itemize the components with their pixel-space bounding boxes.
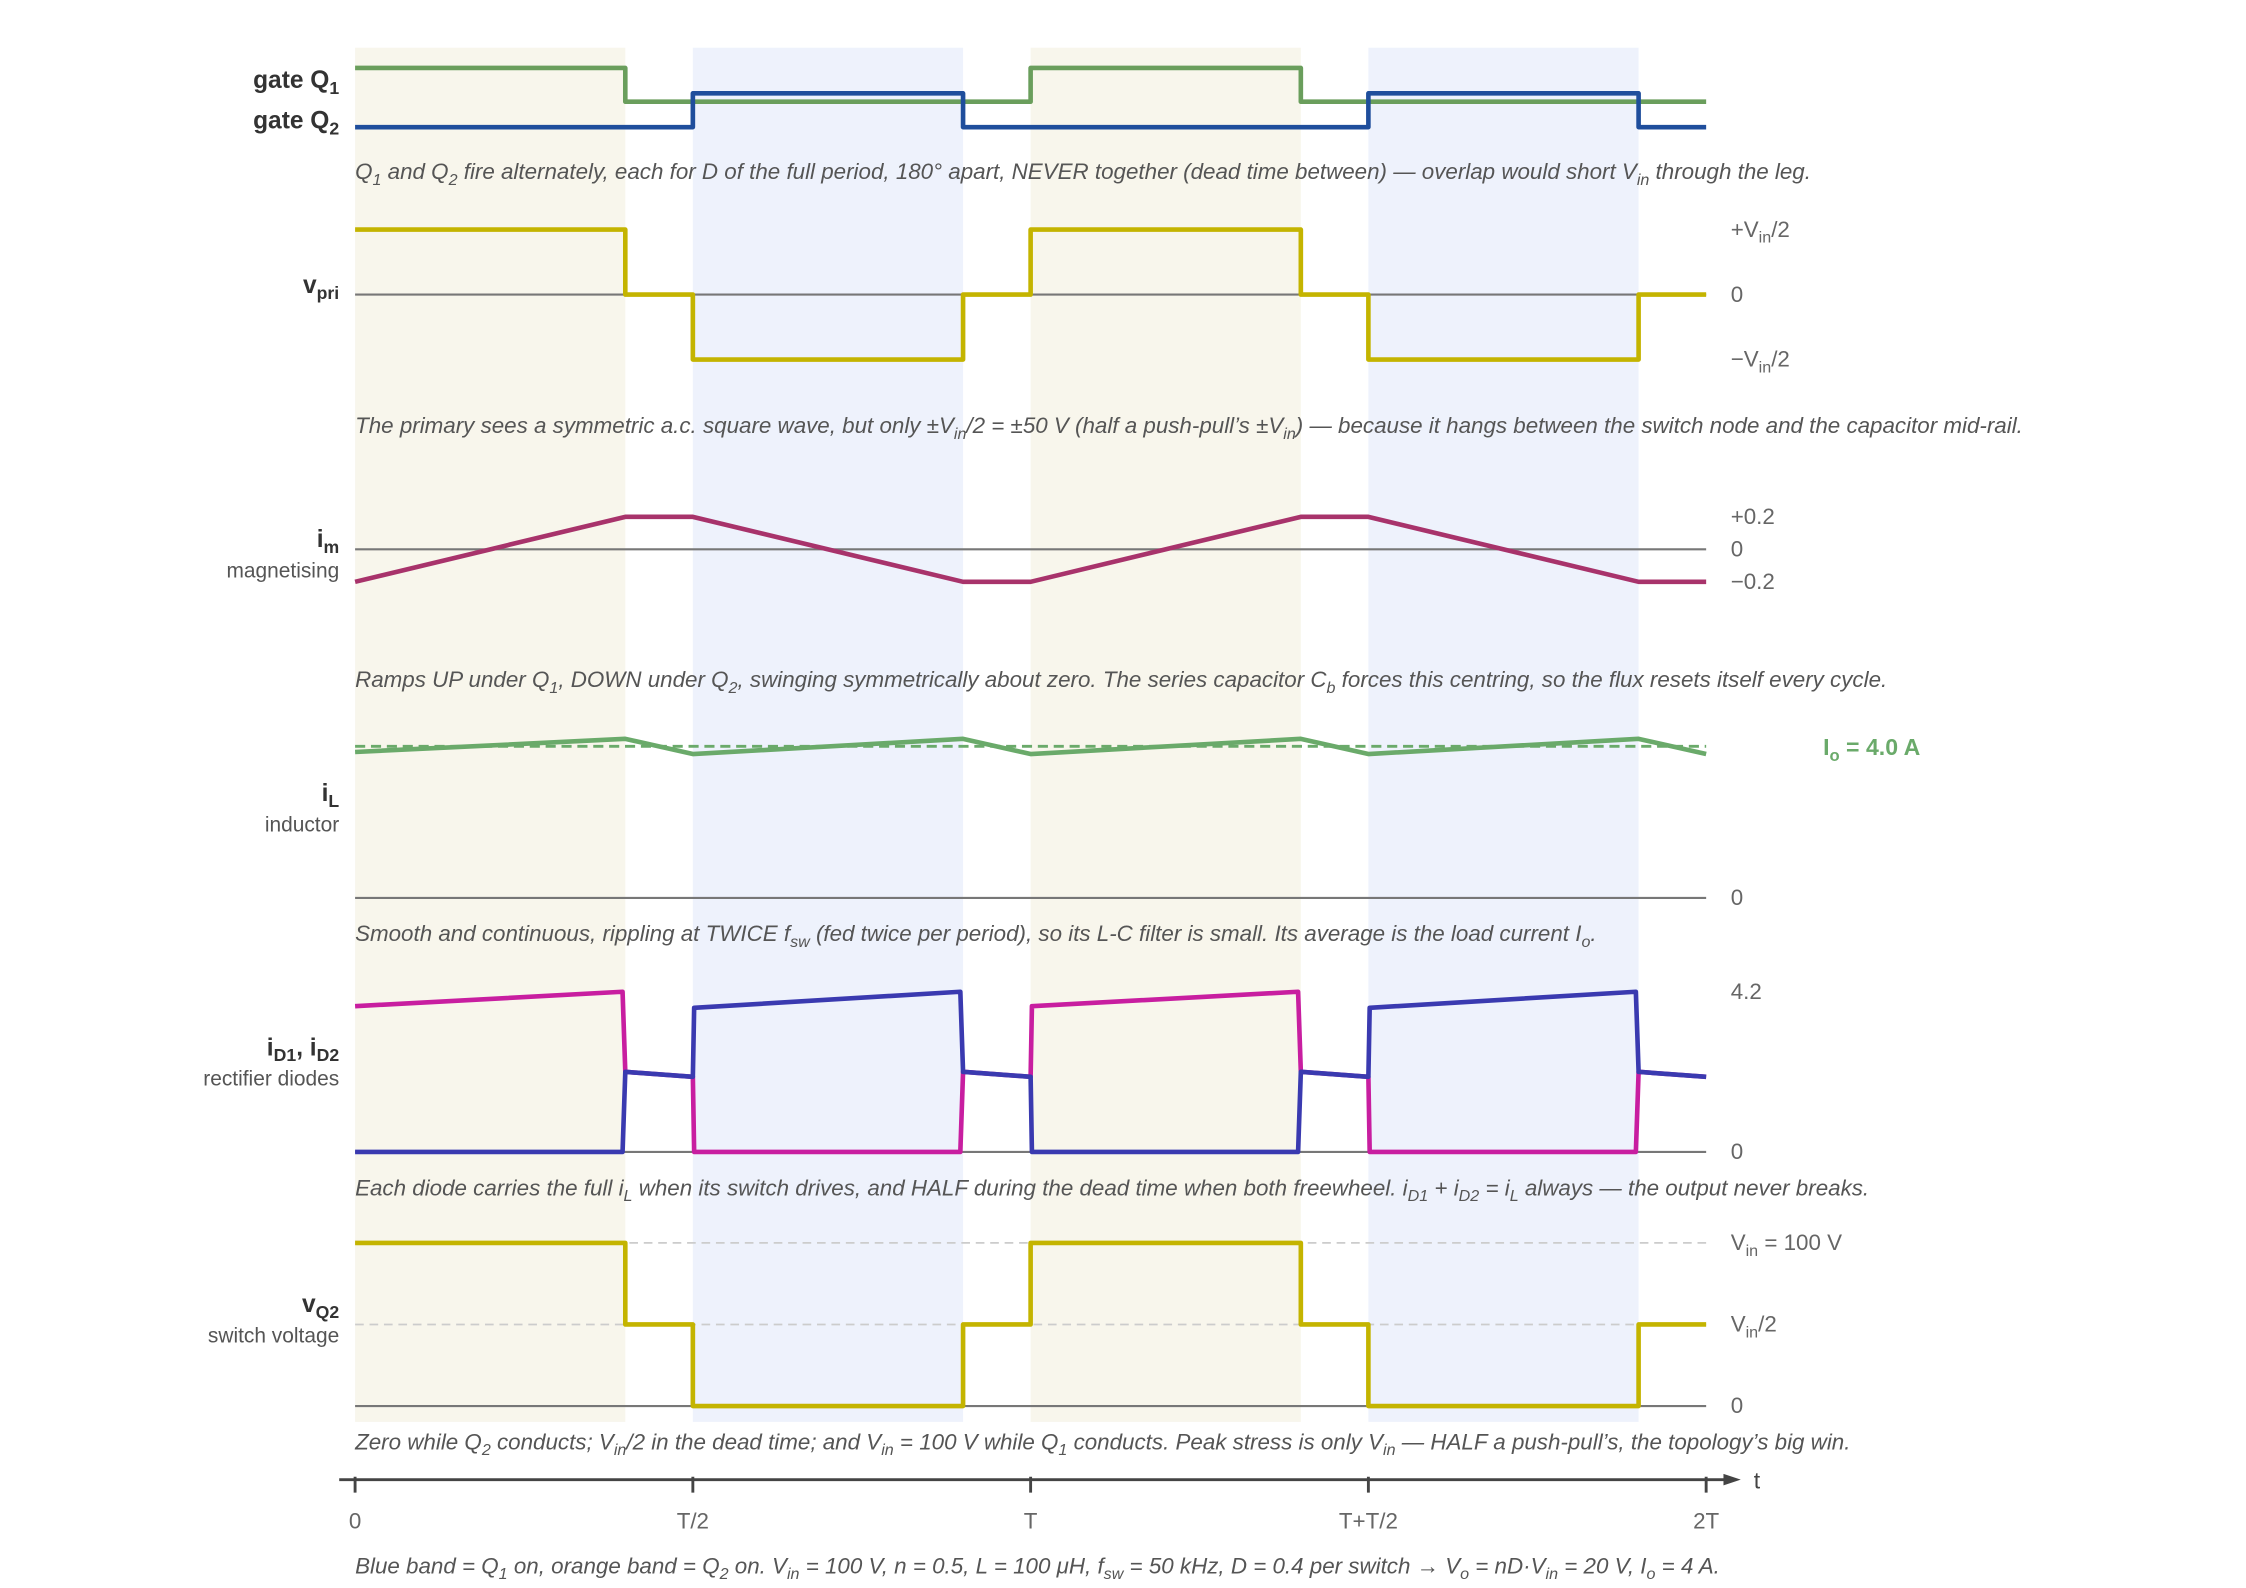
waveform bbox=[355, 91, 1707, 130]
panel-sublabel: rectifier diodes bbox=[203, 1068, 339, 1091]
footer: Blue band = Q1 on, orange band = Q2 on. … bbox=[355, 1553, 1720, 1583]
caption: Q1 and Q2 fire alternately, each for D o… bbox=[355, 159, 1811, 189]
x-tick-label: 2T bbox=[1693, 1509, 1719, 1534]
panel-sublabel: inductor bbox=[265, 814, 339, 837]
y-tick-label: 0 bbox=[1731, 1139, 1743, 1164]
caption: The primary sees a symmetric a.c. square… bbox=[355, 413, 2023, 443]
y-tick-label: +Vin/2 bbox=[1731, 217, 1790, 247]
band bbox=[1368, 47, 1639, 1422]
x-tick-label: T+T/2 bbox=[1339, 1509, 1398, 1534]
panel-label: vQ2 bbox=[302, 1291, 339, 1322]
caption: Zero while Q2 conducts; Vin/2 in the dea… bbox=[354, 1429, 1850, 1459]
band bbox=[1030, 47, 1301, 1422]
x-tick-label: 0 bbox=[349, 1509, 361, 1534]
waveform bbox=[354, 514, 1707, 585]
y-tick-label: 0 bbox=[1731, 885, 1743, 910]
band bbox=[355, 47, 626, 1422]
panel-label: iD1, iD2 bbox=[267, 1034, 340, 1065]
band bbox=[692, 47, 964, 1422]
reference-label: Io = 4.0 A bbox=[1823, 734, 1921, 765]
caption: Smooth and continuous, rippling at TWICE… bbox=[355, 921, 1597, 951]
waveform bbox=[355, 227, 1707, 362]
x-tick-label: T/2 bbox=[677, 1509, 709, 1534]
panel-sublabel: magnetising bbox=[226, 559, 339, 582]
x-axis-label: t bbox=[1754, 1467, 1761, 1493]
x-tick-label: T bbox=[1024, 1509, 1038, 1534]
waveform bbox=[355, 65, 1707, 105]
y-tick-label: 4.2 bbox=[1731, 979, 1762, 1004]
panel-label: gate Q2 bbox=[253, 108, 339, 139]
y-tick-label: −0.2 bbox=[1731, 569, 1775, 594]
waveform bbox=[355, 989, 1707, 1155]
caption: Each diode carries the full iL when its … bbox=[355, 1175, 1869, 1205]
y-tick-label: Vin = 100 V bbox=[1731, 1230, 1842, 1260]
y-tick-label: 0 bbox=[1731, 1393, 1743, 1418]
waveform bbox=[354, 736, 1707, 757]
bands bbox=[355, 47, 1639, 1422]
y-tick-label: 0 bbox=[1731, 282, 1743, 307]
y-tick-label: −Vin/2 bbox=[1731, 347, 1790, 377]
waveform bbox=[355, 1240, 1707, 1409]
y-tick-label: 0 bbox=[1731, 537, 1743, 562]
x-axis-arrow bbox=[1723, 1473, 1741, 1486]
panel-label: iL bbox=[322, 780, 340, 811]
panel-label: im bbox=[317, 526, 340, 557]
panel-sublabel: switch voltage bbox=[208, 1325, 339, 1348]
panel-label: vpri bbox=[303, 272, 339, 303]
y-tick-label: Vin/2 bbox=[1731, 1312, 1777, 1342]
y-tick-label: +0.2 bbox=[1731, 504, 1775, 529]
panel-label: gate Q1 bbox=[253, 67, 339, 98]
caption: Ramps UP under Q1, DOWN under Q2, swingi… bbox=[355, 667, 1887, 697]
